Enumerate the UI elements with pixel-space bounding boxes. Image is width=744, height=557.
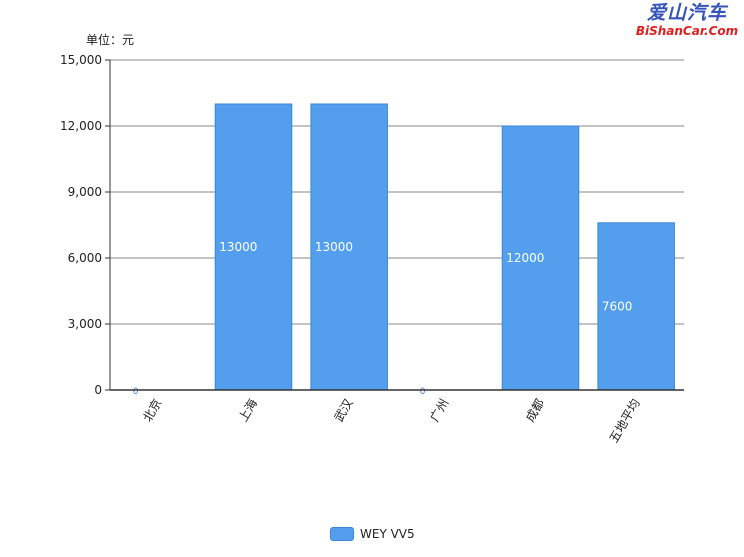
x-tick-label: 武汉 — [332, 397, 356, 425]
x-tick-label: 北京 — [140, 397, 164, 425]
data-label: 0 — [133, 387, 139, 397]
data-label: 12000 — [506, 251, 544, 265]
x-tick-label: 上海 — [235, 396, 260, 424]
bar — [214, 103, 293, 391]
unit-label: 单位：元 — [86, 33, 135, 47]
bar — [501, 125, 580, 391]
data-label: 0 — [420, 387, 426, 397]
legend-swatch — [330, 527, 354, 541]
y-tick-label: 6,000 — [68, 251, 102, 265]
legend[interactable]: WEY VV5 — [330, 527, 415, 541]
y-tick-label: 12,000 — [60, 119, 102, 133]
watermark-text-cn: 爱山汽车 — [646, 2, 727, 24]
data-label: 13000 — [219, 240, 257, 254]
watermark-logo: 爱山汽车 BiShanCar.Com — [632, 2, 742, 38]
y-tick-label: 9,000 — [68, 185, 102, 199]
x-tick-label: 五地平均 — [607, 397, 643, 446]
y-tick-label: 3,000 — [68, 317, 102, 331]
data-label: 7600 — [602, 299, 633, 313]
y-tick-label: 0 — [94, 383, 102, 397]
x-tick-label: 成都 — [523, 397, 547, 425]
legend-label: WEY VV5 — [360, 527, 415, 541]
watermark-text-en: BiShanCar.Com — [635, 24, 739, 38]
bar — [597, 222, 675, 391]
data-label: 13000 — [315, 240, 353, 254]
x-tick-label: 广州 — [427, 397, 451, 425]
bar — [310, 103, 388, 391]
y-tick-label: 15,000 — [60, 53, 102, 67]
